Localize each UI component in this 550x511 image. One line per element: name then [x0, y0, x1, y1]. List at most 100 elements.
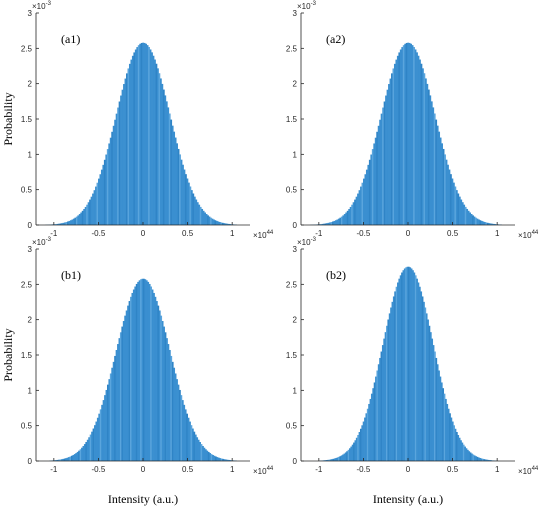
histogram-bar — [358, 432, 361, 461]
histogram-bar — [217, 457, 220, 461]
histogram-bar — [408, 42, 411, 226]
histogram-bar — [329, 459, 332, 461]
histogram-bar — [366, 408, 369, 461]
histogram-bar — [446, 403, 449, 461]
histogram-bar — [376, 131, 379, 225]
histogram-bar — [128, 63, 131, 225]
panel-a1: 0 0.5 1 1.5 2 2.5 3 -1 -0.5 0 0.5 1 ×10-3 ×1044 (a1) Pr… — [1, 1, 274, 240]
histogram-bar — [464, 206, 467, 225]
x-exponent-label: ×1044 — [518, 466, 539, 476]
y-tick-label: 3 — [28, 245, 33, 254]
y-axis-title: Probability — [1, 328, 15, 381]
histogram-bar — [476, 456, 479, 461]
y-tick-label: 1.5 — [286, 115, 298, 124]
histogram-bar — [479, 457, 482, 461]
histogram-bar — [79, 449, 82, 461]
histogram-bar — [150, 286, 152, 461]
histogram-bar — [423, 301, 425, 461]
histogram-bar — [104, 395, 106, 461]
histogram-bar — [96, 182, 99, 225]
x-tick-label: 0.5 — [447, 229, 459, 238]
histogram-bar — [429, 332, 432, 461]
histogram-bar — [190, 425, 193, 461]
histogram-bar — [196, 202, 199, 225]
histogram-bar — [391, 301, 394, 461]
histogram-bar — [136, 47, 139, 225]
histogram-bar — [219, 458, 222, 461]
x-tick-label: 0 — [141, 229, 146, 238]
histogram-bar — [336, 457, 339, 461]
x-tick-label: -1 — [315, 229, 323, 238]
histogram-bar — [87, 202, 90, 225]
histogram-bar — [370, 393, 373, 461]
histogram-bar — [187, 417, 190, 461]
histogram-bar — [380, 113, 383, 225]
histogram-bar — [390, 307, 392, 461]
histogram-bar — [72, 218, 75, 225]
histogram-bar — [354, 440, 357, 461]
histogram-bar — [209, 453, 212, 461]
histogram-bar — [147, 281, 150, 461]
histogram-bar — [395, 286, 398, 461]
histogram-bar — [379, 119, 382, 225]
histogram-bar — [106, 149, 109, 225]
histogram-bar — [223, 459, 226, 461]
histogram-bar — [348, 208, 351, 225]
histogram-bar — [161, 321, 164, 461]
histogram-bar — [71, 219, 74, 225]
y-tick-label: 2.5 — [21, 280, 33, 289]
histogram-bar — [386, 89, 389, 226]
histogram-bar — [342, 454, 344, 461]
histogram-bar — [168, 113, 171, 225]
x-tick-label: -1 — [50, 229, 58, 238]
histogram-bar — [92, 428, 95, 461]
histogram-bar — [226, 459, 229, 461]
x-tick-label: -0.5 — [357, 229, 371, 238]
histogram-bar — [88, 437, 91, 461]
histogram-bar — [141, 278, 144, 461]
y-tick-label: 3 — [293, 245, 298, 254]
panel-a2: 0 0.5 1 1.5 2 2.5 3 -1 -0.5 0 0.5 1 ×10-3 ×1044 (a2) — [286, 1, 539, 240]
histogram-bar — [127, 68, 130, 225]
histogram-bar — [365, 169, 368, 225]
histogram-bar — [361, 182, 364, 225]
histogram-bar — [450, 174, 452, 225]
histogram-bar — [398, 52, 401, 225]
histogram-bar — [98, 413, 101, 461]
histogram-bar — [124, 315, 127, 461]
histogram-bar — [323, 223, 326, 225]
histogram-bar — [215, 220, 218, 225]
histogram-bar — [151, 289, 154, 461]
histogram-bar — [202, 210, 205, 225]
histogram-bar — [334, 220, 337, 225]
histogram-bar — [81, 447, 83, 461]
histogram-bar — [55, 224, 58, 225]
y-tick-label: 0.5 — [286, 186, 298, 195]
histogram-bar — [143, 42, 146, 226]
histogram-bar — [473, 455, 476, 461]
histogram-bar — [421, 68, 424, 225]
y-tick-label: 2.5 — [286, 280, 298, 289]
histogram-bar — [222, 458, 225, 461]
x-tick-label: 0 — [406, 465, 411, 474]
histogram-bar — [183, 404, 186, 461]
histogram-bar — [220, 222, 223, 225]
histogram-bar — [337, 218, 340, 225]
histogram-bar — [90, 196, 93, 225]
histogram-bar — [489, 223, 492, 225]
histogram-bar — [484, 459, 487, 461]
histogram-bar — [475, 217, 477, 225]
histogram-bar — [70, 455, 73, 461]
histogram-bar — [374, 137, 377, 225]
histogram-bar — [456, 432, 458, 461]
histogram-bar — [401, 47, 404, 225]
histogram-bar — [363, 178, 365, 225]
histogram-bar — [454, 186, 457, 225]
panel-b2: 0 0.5 1 1.5 2 2.5 3 -1 -0.5 0 0.5 1 ×10-3 ×1044 (b2) In… — [286, 237, 539, 506]
histogram-bar — [408, 266, 410, 461]
histogram-bar — [388, 313, 391, 461]
histogram-bar — [95, 186, 97, 225]
histogram-bar — [128, 301, 131, 461]
histogram-bar — [227, 223, 230, 225]
histogram-bar — [389, 78, 392, 225]
